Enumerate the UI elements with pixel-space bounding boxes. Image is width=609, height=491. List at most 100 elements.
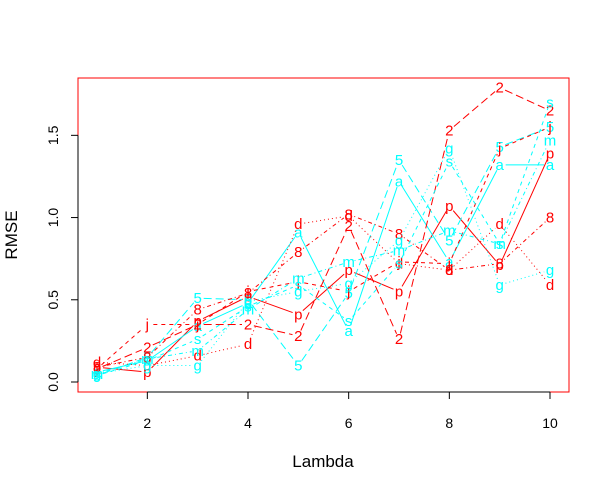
x-tick-label: 2: [143, 415, 151, 431]
point-label: a: [93, 364, 102, 381]
point-label: p: [294, 307, 302, 324]
point-label: 2: [344, 218, 352, 235]
series-segment: [501, 145, 548, 239]
point-label: 8: [495, 256, 503, 273]
series-segment: [253, 292, 293, 301]
series-segment: [252, 255, 295, 290]
series-segment: [304, 283, 343, 292]
y-axis: 0.0 0.5 1.0 1.5: [45, 125, 79, 392]
x-axis: 2 4 6 8 10: [143, 391, 558, 431]
point-label: j: [447, 256, 451, 273]
point-label: 2: [244, 316, 252, 333]
series-segment: [452, 166, 497, 240]
point-label: 5: [344, 285, 352, 302]
series-segment: [253, 282, 293, 291]
series-segment: [304, 216, 343, 224]
series-segment: [505, 271, 545, 284]
point-label: s: [496, 236, 504, 253]
series-segment: [201, 313, 244, 348]
series-segment: [401, 164, 447, 236]
point-label: 8: [445, 262, 453, 279]
series-segment: [504, 128, 545, 147]
point-label: a: [344, 323, 353, 340]
point-label: 8: [294, 244, 302, 261]
series-segment: [399, 136, 449, 334]
point-label: m: [91, 366, 104, 383]
point-label: m: [393, 242, 406, 259]
point-label: 2: [395, 331, 403, 348]
x-tick-label: 10: [542, 415, 558, 431]
point-label: 5: [93, 367, 101, 384]
series-segment: [354, 251, 394, 262]
series-segment: [202, 309, 244, 337]
point-label: d: [143, 358, 151, 375]
series-segment: [151, 325, 194, 369]
point-label: g: [143, 358, 151, 375]
point-label: g: [193, 358, 201, 375]
point-label: p: [244, 288, 252, 305]
point-label: 5: [445, 233, 453, 250]
series-segment: [302, 288, 345, 319]
point-label: a: [395, 173, 404, 190]
series-segment: [152, 326, 193, 346]
series-segment: [251, 236, 296, 299]
point-label: 2: [445, 122, 453, 139]
series-segment: [350, 231, 398, 334]
point-label: j: [245, 284, 249, 301]
series-segment: [153, 356, 192, 365]
series-segment: [253, 286, 294, 305]
series-segment: [452, 210, 497, 261]
point-label: s: [194, 331, 202, 348]
point-label: p: [193, 313, 201, 330]
point-label: p: [344, 262, 352, 279]
point-label: 5: [244, 292, 252, 309]
series-segment: [504, 89, 545, 109]
point-label: j: [195, 316, 199, 333]
point-label: j: [145, 316, 149, 333]
series-segment: [253, 298, 293, 314]
point-label: m: [544, 132, 557, 149]
point-label: j: [94, 361, 98, 378]
point-label: d: [244, 336, 252, 353]
series-segment: [151, 313, 194, 354]
series-segment: [303, 263, 344, 278]
series-segment: [252, 281, 294, 307]
series-segment: [302, 217, 345, 249]
y-tick-label: 1.5: [45, 125, 61, 145]
point-label: g: [445, 140, 453, 157]
series-segment: [253, 325, 293, 336]
series-segment: [451, 170, 498, 257]
point-label: m: [292, 270, 305, 287]
series-segment: [503, 221, 546, 260]
series-segment: [152, 341, 193, 359]
point-label: d: [344, 208, 352, 225]
point-label: g: [244, 293, 252, 310]
point-label: m: [443, 223, 456, 240]
series-segment: [249, 229, 297, 339]
series-segment: [352, 267, 396, 317]
point-label: d: [546, 277, 554, 294]
point-label: g: [294, 284, 302, 301]
point-label: 8: [143, 349, 151, 366]
point-label: d: [294, 216, 302, 233]
series-m: m m m m m m m m m m: [91, 132, 557, 383]
point-label: m: [242, 302, 255, 319]
series-segment: [102, 361, 142, 372]
series-segment: [203, 345, 243, 355]
series-segment: [102, 361, 142, 375]
point-label: d: [395, 256, 403, 273]
point-label: g: [93, 366, 101, 383]
series-d: d d d d d d d d d d: [93, 208, 554, 375]
point-label: p: [546, 145, 554, 162]
point-label: s: [395, 256, 403, 273]
point-label: s: [345, 313, 353, 330]
point-label: p: [143, 364, 151, 381]
series-segment: [203, 297, 243, 301]
point-label: p: [445, 198, 453, 215]
point-label: a: [495, 157, 504, 174]
series-segment: [301, 297, 346, 361]
point-label: a: [546, 157, 555, 174]
x-axis-title: Lambda: [292, 452, 354, 471]
